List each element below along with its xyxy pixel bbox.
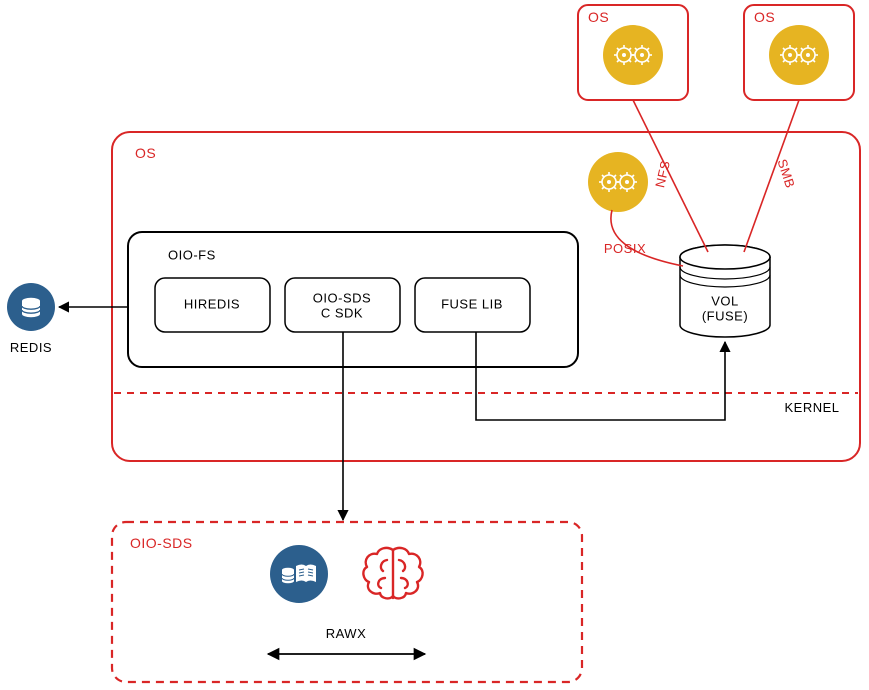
vol-label: VOL bbox=[711, 293, 739, 308]
hiredis-label: HIREDIS bbox=[184, 296, 240, 311]
oio-fs-label: OIO-FS bbox=[168, 247, 216, 262]
main-os-label: OS bbox=[135, 145, 156, 161]
kernel-label: KERNEL bbox=[784, 400, 839, 415]
inner-gear-icon bbox=[588, 152, 648, 212]
fuse-label: (FUSE) bbox=[702, 308, 748, 323]
edge-nfs-label: NFS bbox=[652, 159, 673, 189]
oio-sds-label: OIO-SDS bbox=[130, 535, 193, 551]
redis-icon bbox=[7, 283, 55, 331]
architecture-diagram: OS KERNEL OIO-FS HIREDIS OIO-SDS C SDK F… bbox=[0, 0, 869, 690]
top-os-box-1: OS bbox=[744, 5, 854, 100]
vol-fuse-cylinder: VOL (FUSE) bbox=[680, 245, 770, 337]
book-db-icon bbox=[270, 545, 328, 603]
edge-posix bbox=[611, 210, 683, 266]
sdk-label-2: C SDK bbox=[321, 305, 363, 320]
fuselib-label: FUSE LIB bbox=[441, 296, 503, 311]
top-os-label-0: OS bbox=[588, 9, 609, 25]
redis-label: REDIS bbox=[10, 340, 52, 355]
rawx-label: RAWX bbox=[326, 626, 367, 641]
top-os-box-0: OS bbox=[578, 5, 688, 100]
sdk-label-1: OIO-SDS bbox=[313, 290, 371, 305]
top-os-label-1: OS bbox=[754, 9, 775, 25]
edge-posix-label: POSIX bbox=[604, 241, 646, 256]
edge-smb-label: SMB bbox=[775, 157, 798, 190]
brain-icon bbox=[363, 548, 422, 598]
